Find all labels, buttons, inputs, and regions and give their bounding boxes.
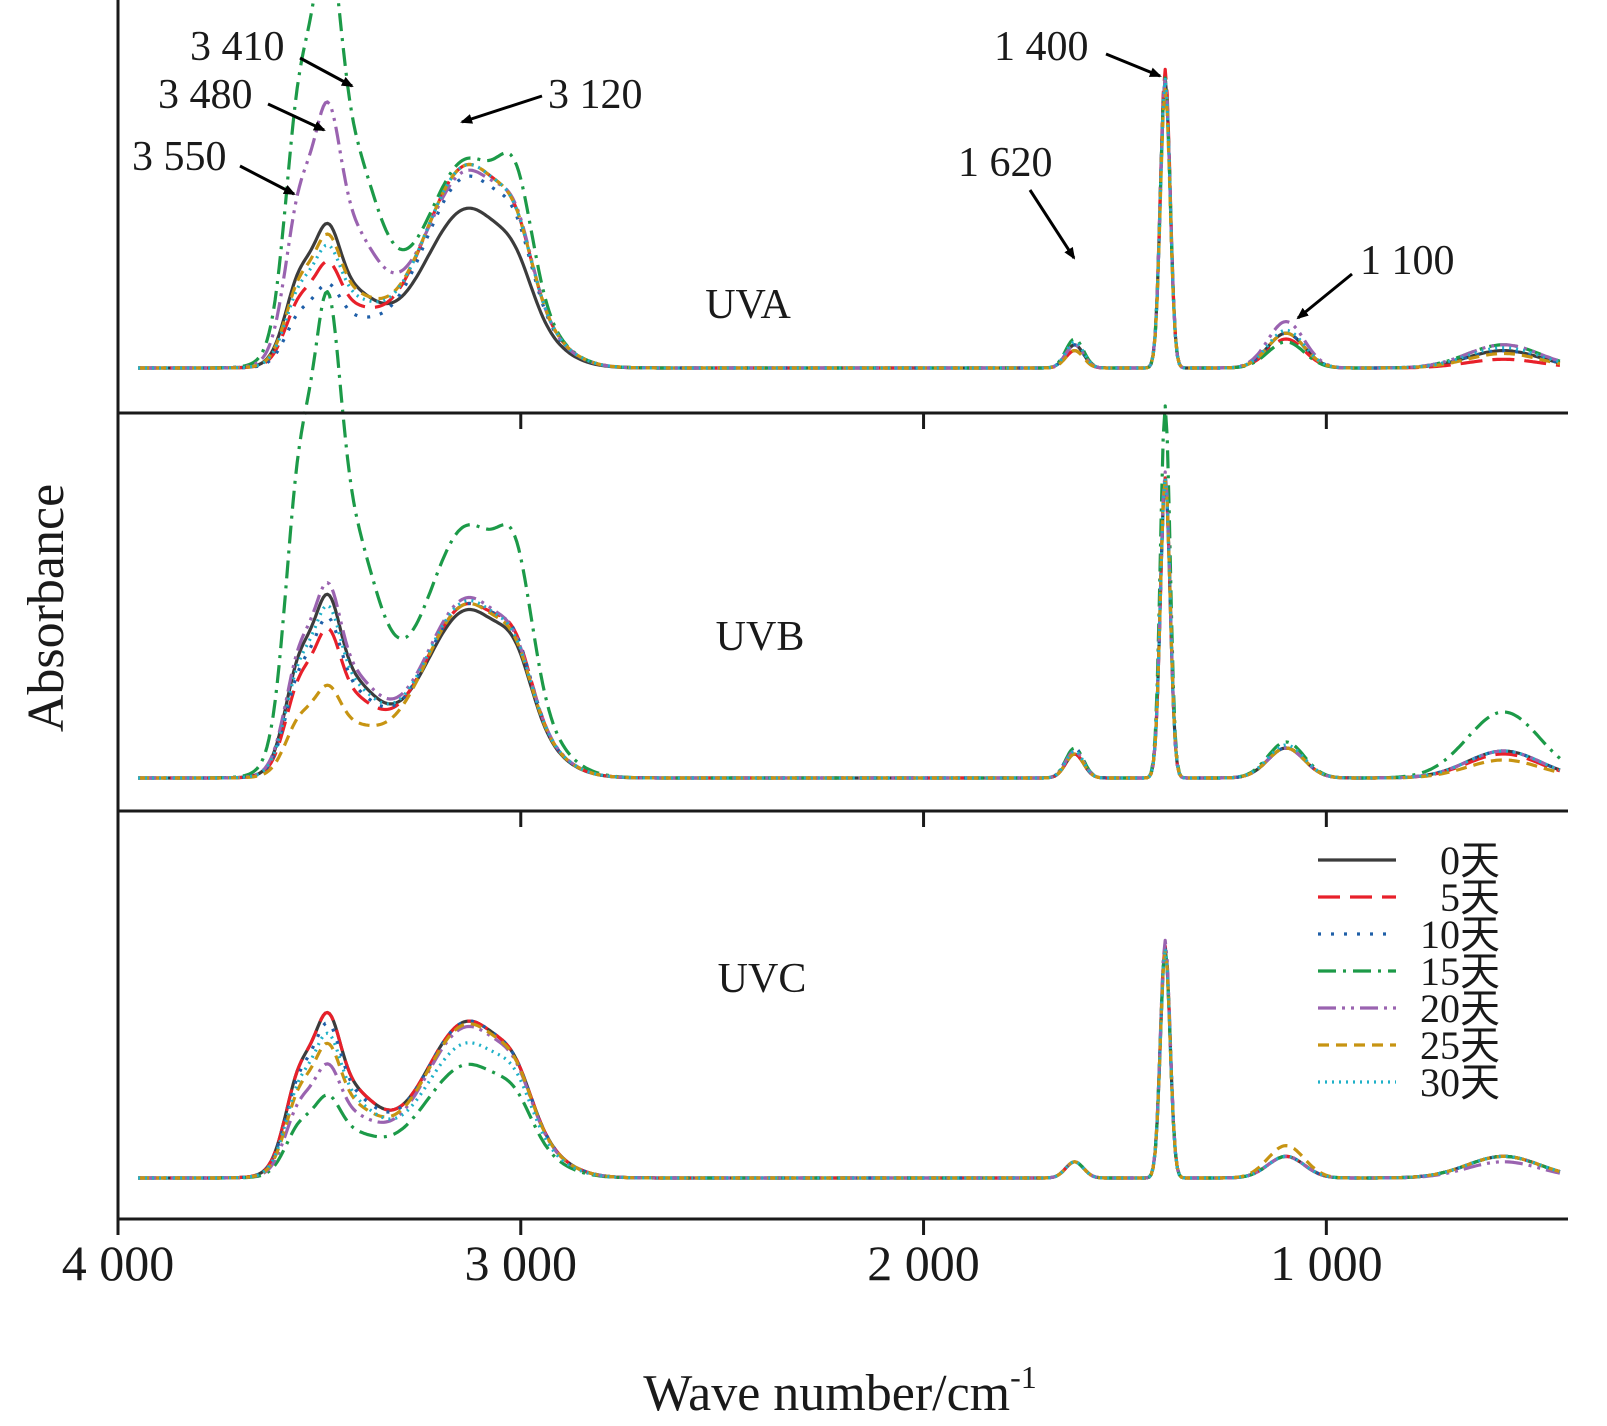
labels-layer: Absorbance Wave number/cm-1 UVA UVB UVC bbox=[18, 282, 1037, 1422]
series-layer bbox=[138, 0, 1561, 1180]
annotation-1100-arrow bbox=[1296, 272, 1353, 320]
series-line-uva-4 bbox=[138, 76, 1561, 370]
y-axis-title: Absorbance bbox=[18, 484, 75, 732]
series-line-uva-1 bbox=[138, 67, 1561, 370]
x-tick-label-2000: 2 000 bbox=[867, 1235, 980, 1291]
series-line-uvb-1 bbox=[138, 476, 1561, 780]
annotation-3480: 3 480 bbox=[158, 72, 253, 118]
annotation-layer: 3 410 3 480 3 550 3 120 1 400 1 620 1 10… bbox=[132, 24, 1455, 320]
panel-uva bbox=[138, 0, 1561, 370]
x-tick-label-4000: 4 000 bbox=[62, 1235, 175, 1291]
panel-label-uvc: UVC bbox=[718, 956, 807, 1002]
legend-label-0: 0天 bbox=[1440, 838, 1500, 883]
annotation-3120: 3 120 bbox=[548, 72, 643, 118]
panel-label-uvb: UVB bbox=[716, 614, 805, 660]
series-line-uvc-4 bbox=[138, 938, 1561, 1180]
panel-uvc bbox=[138, 938, 1561, 1180]
series-line-uvc-6 bbox=[138, 946, 1561, 1180]
series-line-uva-2 bbox=[138, 76, 1561, 370]
series-line-uvb-4 bbox=[138, 470, 1561, 780]
series-line-uvc-1 bbox=[138, 944, 1561, 1180]
x-tick-label-3000: 3 000 bbox=[465, 1235, 578, 1291]
annotation-3550: 3 550 bbox=[132, 134, 227, 180]
annotation-1620: 1 620 bbox=[958, 140, 1053, 186]
annotation-3410-arrow bbox=[299, 56, 354, 88]
legend-label-2: 10天 bbox=[1420, 912, 1500, 957]
x-axis-title: Wave number/cm-1 bbox=[643, 1359, 1037, 1422]
annotation-1100: 1 100 bbox=[1360, 238, 1455, 284]
annotation-3480-arrow bbox=[267, 102, 326, 132]
series-line-uva-6 bbox=[138, 76, 1561, 370]
series-line-uvb-0 bbox=[138, 476, 1561, 780]
annotation-3550-arrow bbox=[239, 164, 296, 196]
legend-label-4: 20天 bbox=[1420, 986, 1500, 1031]
series-line-uvc-2 bbox=[138, 946, 1561, 1180]
legend-label-1: 5天 bbox=[1440, 875, 1500, 920]
annotation-1400-arrow bbox=[1105, 52, 1162, 78]
series-line-uva-3 bbox=[138, 0, 1561, 370]
annotation-3410: 3 410 bbox=[190, 24, 285, 70]
x-tick-label-1000: 1 000 bbox=[1270, 1235, 1383, 1291]
x-axis-title-main: Wave number/cm bbox=[643, 1365, 1010, 1422]
series-line-uvc-5 bbox=[138, 949, 1561, 1180]
series-line-uvb-2 bbox=[138, 476, 1561, 780]
series-line-uvc-3 bbox=[138, 946, 1561, 1180]
annotation-1620-arrow bbox=[1028, 189, 1076, 260]
series-line-uva-5 bbox=[138, 88, 1561, 370]
series-line-uva-0 bbox=[138, 76, 1561, 370]
panel-uvb bbox=[138, 290, 1561, 780]
annotation-3120-arrow bbox=[460, 94, 543, 124]
legend-label-6: 30天 bbox=[1420, 1060, 1500, 1105]
panel-label-uva: UVA bbox=[705, 282, 791, 328]
ticks-layer: 4 000 3 000 2 000 1 000 bbox=[62, 413, 1383, 1291]
x-axis-title-exponent: -1 bbox=[1010, 1359, 1037, 1395]
series-line-uvc-0 bbox=[138, 946, 1561, 1180]
legend-label-5: 25天 bbox=[1420, 1023, 1500, 1068]
annotation-1400: 1 400 bbox=[994, 24, 1089, 70]
legend-label-3: 15天 bbox=[1420, 949, 1500, 994]
series-line-uvb-5 bbox=[138, 476, 1561, 780]
series-line-uvb-6 bbox=[138, 476, 1561, 780]
series-line-uvb-3 bbox=[138, 290, 1561, 780]
